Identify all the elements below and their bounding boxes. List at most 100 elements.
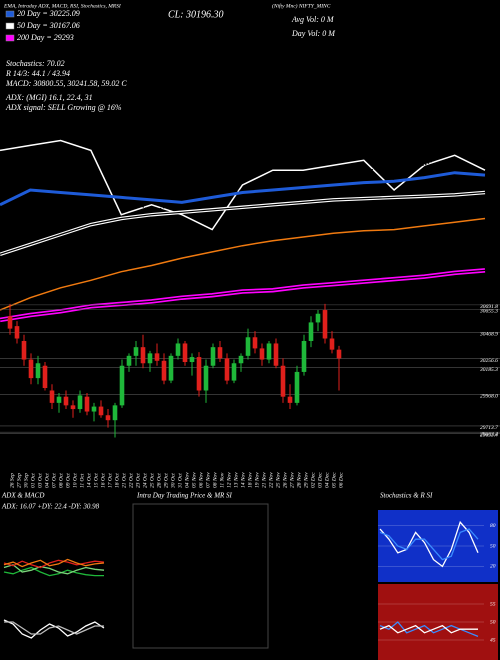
legend-swatch [5,22,15,30]
x-tick-label: 06 Nov [198,472,204,488]
x-tick-label: 18 Oct [114,473,120,488]
candle-body [175,343,181,356]
x-tick-label: 09 Oct [65,473,71,488]
x-tick-label: 04 Nov [183,472,190,488]
candle-body [119,365,125,406]
x-tick-label: 07 Oct [51,473,57,488]
stat: MACD: 30800.55, 30241.58, 59.02 C [5,79,127,88]
candle-body [203,365,209,391]
candle-body [91,406,97,412]
stat: Stochastics: 70.02 [6,59,65,68]
candle-body [245,337,251,356]
indicator-line [379,520,479,568]
indicator-line [3,619,105,639]
legend-swatch [5,34,15,42]
x-tick-label: 12 Nov [226,472,232,488]
indicator-line [3,558,105,568]
x-tick-label: 29 Oct [163,473,169,488]
indicator-line [3,564,105,575]
candle-body [217,347,223,359]
panel-subtitle: ADX: 16.07 +DY: 22.4 -DY: 30.98 [1,503,100,511]
y-tick-label: 29968.0 [480,394,498,400]
candle-body [35,363,41,379]
stat: R 14/3: 44.1 / 43.94 [5,69,70,78]
x-tick-label: 28 Oct [156,473,162,488]
x-tick-label: 27 Nov [289,472,295,488]
legend-label: 50 Day = 30167.06 [17,21,80,30]
y-tick-label: 80 [490,523,496,529]
stat: ADX signal: SELL Growing @ 16% [5,103,122,112]
y-tick-label: 30655.3 [479,309,498,315]
candle-body [42,365,48,389]
x-tick-label: 04 Oct [43,473,50,488]
x-tick-label: 21 Oct [121,473,127,488]
x-tick-label: 31 Oct [177,473,183,489]
candle-body [224,358,230,381]
candle-body [147,353,153,364]
panel-title: Intra Day Trading Price & MR SI [136,492,233,500]
candle-body [210,347,216,366]
x-tick-label: 30 Oct [170,473,176,489]
y-tick-label: 20 [490,564,496,570]
candle-body [294,371,300,403]
y-tick-label: 30256.6 [479,358,498,364]
candle-body [182,343,188,363]
x-tick-label: 19 Nov [254,472,260,488]
y-tick-label: 29713.7 [480,425,498,431]
x-tick-label: 10 Oct [72,473,78,488]
candle-body [280,365,286,397]
candle-body [336,349,342,359]
panel-background [2,608,124,652]
chart-title: EMA, Intraday ADX, MACD, RSI, Stochastic… [3,3,122,9]
y-tick-label: 55 [490,601,496,607]
legend-label: 200 Day = 29293 [17,33,74,42]
candle-body [7,316,13,329]
candle-body [98,406,104,416]
symbol: (Nifty Mnc) NIFTY_MINC [272,2,331,9]
moving-average-line [0,139,486,231]
x-tick-label: 01 Oct [30,473,36,488]
candle-body [329,338,335,350]
candle-body [238,355,244,364]
candle-body [168,355,174,381]
candle-body [259,348,265,360]
indicator-line [4,621,104,635]
x-tick-label: 03 Oct [37,473,43,488]
x-tick-label: 25 Nov [275,472,281,488]
y-tick-label: 30468.9 [479,331,498,338]
panel-frame [132,503,269,649]
x-tick-label: 22 Oct [128,473,134,488]
y-tick-label: 30691.8 [479,304,498,310]
x-tick-label: 06 Dec [338,472,344,488]
avg-volume: Avg Vol: 0 M [291,15,335,24]
candle-body [56,396,62,403]
x-tick-label: 27 Sep [16,473,22,488]
candle-body [231,363,237,381]
stat: ADX: (MGI) 16.1, 22.4, 31 [5,93,93,102]
x-tick-label: 08 Nov [212,472,218,488]
x-tick-label: 16 Oct [100,473,106,488]
x-tick-label: 14 Nov [239,472,246,488]
candle-body [14,326,20,339]
candle-body [105,415,111,421]
candle-body [140,347,146,364]
candle-body [273,343,279,366]
candle-body [21,340,27,360]
day-volume: Day Vol: 0 M [291,29,336,38]
candle-body [301,340,307,372]
indicator-line [3,559,105,569]
x-tick-label: 08 Oct [58,473,64,488]
panel-background [2,543,124,592]
candle-body [266,343,272,360]
y-tick-label: 29653.4 [480,432,498,439]
y-tick-label: 45 [490,636,496,643]
panel-title: Stochastics & R SI [380,492,433,500]
x-tick-label: 29 Nov [303,472,309,488]
x-tick-label: 04 Dec [323,472,330,488]
x-tick-label: 22 Nov [268,472,274,488]
indicator-line [379,528,479,561]
moving-average-line [0,217,486,311]
legend-label: 20 Day = 30225.09 [17,9,80,18]
y-tick-label: 50 [490,619,496,625]
